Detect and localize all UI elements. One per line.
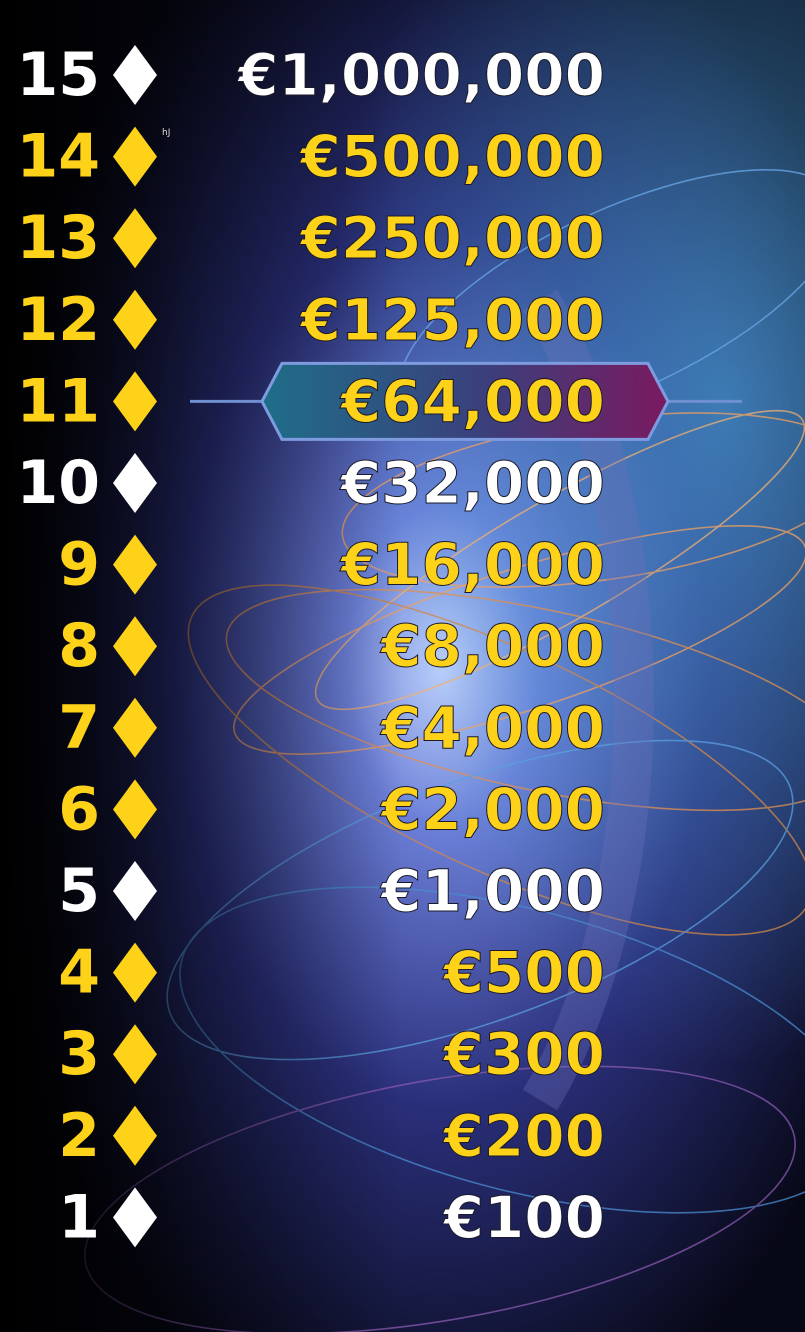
diamond — [113, 942, 157, 1003]
ladder-row: 8 €8,000 — [58, 611, 605, 681]
prize: €500 — [442, 939, 605, 1007]
diamond — [113, 453, 157, 513]
diamond — [113, 1105, 157, 1166]
level-number: 15 — [17, 40, 101, 110]
level-number: 10 — [17, 448, 101, 518]
level-number: 2 — [58, 1101, 100, 1171]
prize: €250,000 — [298, 204, 605, 272]
prize: €32,000 — [339, 449, 605, 517]
diamond — [113, 289, 157, 350]
prize: €64,000 — [339, 367, 605, 435]
diamond — [113, 534, 157, 595]
level-number: 8 — [58, 611, 100, 681]
prize: €8,000 — [379, 612, 605, 680]
level-number: 14 — [17, 122, 101, 192]
ladder-row: 2 €200 — [58, 1101, 605, 1171]
level-number: 13 — [17, 203, 101, 273]
prize: €1,000 — [379, 857, 605, 925]
ladder-row: 15 €1,000,000 — [17, 40, 606, 110]
level-number: 11 — [17, 366, 101, 436]
ladder-row: 10 €32,000 — [17, 448, 606, 518]
prize: €200 — [442, 1102, 605, 1170]
prize: €16,000 — [339, 531, 605, 599]
diamond — [113, 1024, 157, 1085]
ladder-row: 14 €500,000 — [17, 122, 606, 192]
diamond — [113, 208, 157, 269]
highlight-box — [260, 361, 670, 441]
ladder-row: 5 €1,000 — [58, 856, 605, 926]
level-number: 9 — [58, 530, 100, 600]
ladder-row: 6 €2,000 — [58, 774, 605, 844]
diamond — [113, 779, 157, 840]
ladder-row: 13 €250,000 — [17, 203, 606, 273]
level-number: 1 — [58, 1182, 100, 1252]
diamond — [113, 697, 157, 758]
prize: €125,000 — [298, 286, 605, 354]
diamond — [113, 126, 157, 187]
level-number: 7 — [58, 693, 100, 763]
level-number: 3 — [58, 1019, 100, 1089]
diamond — [113, 861, 157, 921]
prize: €2,000 — [379, 775, 605, 843]
prize: €1,000,000 — [236, 41, 605, 109]
ladder-row: 4 €500 — [58, 938, 605, 1008]
diamond — [113, 1187, 157, 1248]
prize: €500,000 — [298, 123, 605, 191]
ladder-row: 3 €300 — [58, 1019, 605, 1089]
diamond — [113, 616, 157, 677]
prize: €300 — [442, 1020, 605, 1088]
level-number: 4 — [58, 938, 100, 1008]
diamond — [113, 45, 157, 105]
level-number: 5 — [58, 856, 100, 926]
ladder-row: 1 €100 — [58, 1182, 605, 1252]
ladder-row: 12 €125,000 — [17, 285, 606, 355]
prize: €4,000 — [379, 694, 605, 762]
ladder-row: 7 €4,000 — [58, 693, 605, 763]
annotation: hJ — [162, 128, 170, 138]
level-number: 12 — [17, 285, 101, 355]
prize: €100 — [442, 1183, 605, 1251]
ladder-row: 9 €16,000 — [58, 530, 605, 600]
ladder-row: 11 €64,000 — [17, 361, 742, 441]
level-number: 6 — [58, 774, 100, 844]
diamond — [113, 371, 157, 432]
